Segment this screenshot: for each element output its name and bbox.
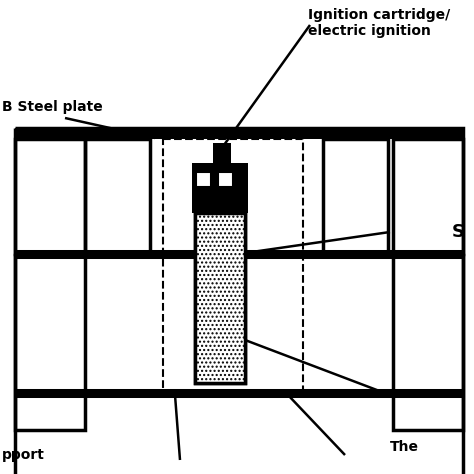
- Bar: [15, 255, 85, 430]
- Bar: [196, 172, 211, 187]
- Bar: [163, 139, 303, 394]
- Bar: [195, 213, 245, 383]
- Bar: [15, 139, 85, 254]
- Text: B Steel plate: B Steel plate: [2, 100, 103, 114]
- Bar: [213, 143, 231, 163]
- Text: S: S: [452, 223, 465, 241]
- Text: pport: pport: [2, 448, 45, 462]
- Bar: [323, 139, 388, 254]
- Bar: [393, 255, 463, 430]
- Bar: [218, 172, 233, 187]
- Bar: [15, 128, 463, 139]
- Text: Ignition cartridge/
electric ignition: Ignition cartridge/ electric ignition: [308, 8, 450, 38]
- Bar: [15, 128, 463, 474]
- Text: The: The: [390, 440, 419, 454]
- Bar: [85, 139, 150, 254]
- Bar: [393, 139, 463, 254]
- Bar: [192, 163, 248, 213]
- Bar: [195, 213, 245, 383]
